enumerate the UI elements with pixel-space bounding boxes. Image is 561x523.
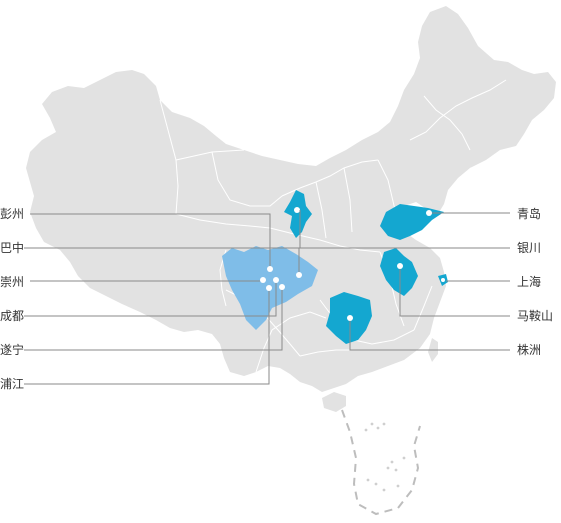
leader-suining [24,290,283,351]
marker-pujiang [266,285,272,291]
hainan-island [322,392,346,412]
ningxia-region [284,190,312,238]
marker-yinchuan [294,207,300,213]
right-leader-lines [299,210,510,351]
label-shanghai: 上海 [517,274,541,289]
label-qingdao: 青岛 [517,206,541,221]
china-mainland [26,6,556,392]
label-chengdu: 成都 [0,309,24,323]
label-pujiang: 浦江 [0,377,24,391]
leader-pujiang [24,291,270,385]
label-chongzhou: 崇州 [0,275,24,289]
marker-pengzhou [267,266,273,272]
marker-maanshan [397,263,403,269]
leader-maanshan [399,269,510,317]
marker-suining [279,284,285,290]
marker-chongzhou [260,277,266,283]
south-sea-islands [364,422,406,492]
city-markers [260,207,445,321]
label-pengzhou: 彭州 [0,207,24,221]
marker-zhuzhou [347,315,353,321]
leader-chengdu [24,283,277,317]
leader-yinchuan [299,210,510,249]
label-suining: 遂宁 [0,342,24,357]
south-sea-dashed-line [341,409,421,516]
label-yinchuan: 银川 [517,241,541,255]
label-maanshan: 马鞍山 [517,308,553,323]
leader-pengzhou [30,213,271,266]
label-bazhong: 巴中 [0,240,24,255]
leader-bazhong [24,247,300,272]
anhui-region [380,248,418,296]
marker-bazhong [296,272,302,278]
label-zhuzhou: 株洲 [517,342,541,357]
leader-zhuzhou [349,321,510,351]
left-leader-lines [24,213,300,385]
marker-shanghai [441,278,445,282]
marker-qingdao [426,210,432,216]
marker-chengdu [273,277,279,283]
